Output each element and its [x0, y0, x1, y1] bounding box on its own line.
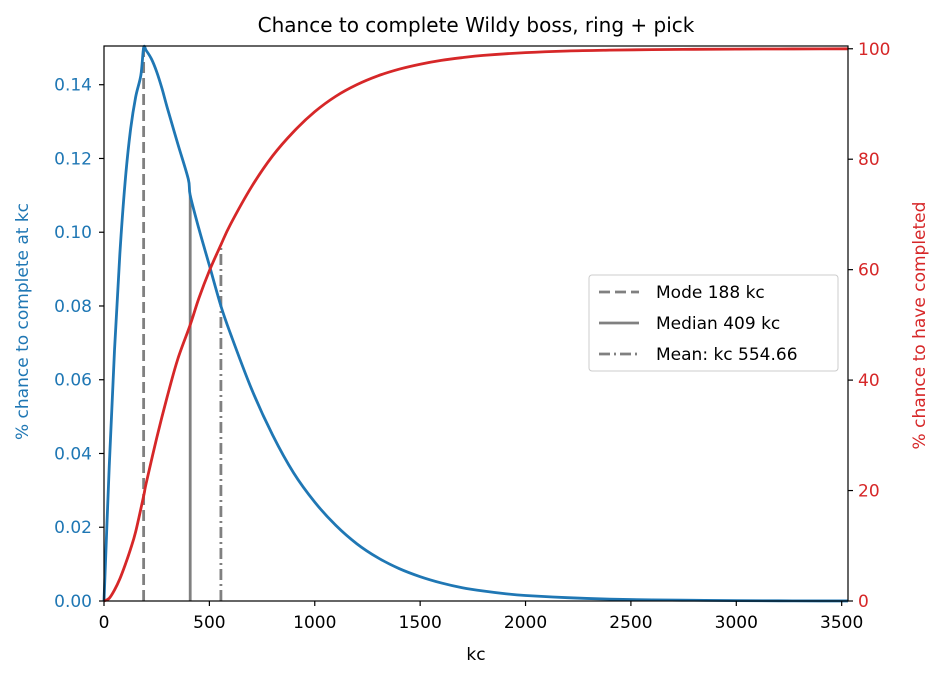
y-left-tick-label: 0.06	[54, 371, 92, 391]
y-right-tick-label: 100	[858, 40, 890, 60]
y-right-tick-label: 40	[858, 371, 880, 391]
y-left-tick-label: 0.10	[54, 223, 92, 243]
chart-title: Chance to complete Wildy boss, ring + pi…	[258, 13, 695, 37]
x-tick-label: 0	[99, 613, 110, 633]
y-left-tick-label: 0.00	[54, 592, 92, 612]
legend-label-0: Mode 188 kc	[656, 283, 765, 303]
x-tick-label: 1500	[399, 613, 442, 633]
y-left-tick-label: 0.02	[54, 518, 92, 538]
legend-label-2: Mean: kc 554.66	[656, 345, 798, 365]
series-line-right	[103, 47, 849, 603]
series-line-left	[102, 44, 849, 603]
plot-frame	[103, 45, 849, 602]
y-right-tick-label: 80	[858, 150, 880, 170]
y-right-tick-label: 0	[858, 592, 869, 612]
y-axis-label-left: % chance to complete at kc	[13, 203, 33, 440]
x-axis-label: kc	[466, 645, 485, 665]
y-left-tick-label: 0.04	[54, 444, 92, 464]
x-tick-label: 2500	[609, 613, 652, 633]
y-left-tick-label: 0.12	[54, 149, 92, 169]
y-left-tick-label: 0.14	[54, 76, 92, 96]
legend-box	[588, 274, 839, 372]
x-tick-label: 3500	[820, 613, 863, 633]
y-left-tick-label: 0.08	[54, 297, 92, 317]
y-axis-label-right: % chance to have completed	[910, 202, 930, 450]
x-tick-label: 3000	[715, 613, 758, 633]
y-right-tick-label: 60	[858, 261, 880, 281]
y-right-tick-label: 20	[858, 482, 880, 502]
x-tick-label: 2000	[504, 613, 547, 633]
x-tick-label: 500	[193, 613, 225, 633]
legend: Mode 188 kc Median 409 kc Mean: kc 554.66	[588, 274, 839, 372]
legend-label-1: Median 409 kc	[656, 314, 780, 334]
x-tick-label: 1000	[293, 613, 336, 633]
